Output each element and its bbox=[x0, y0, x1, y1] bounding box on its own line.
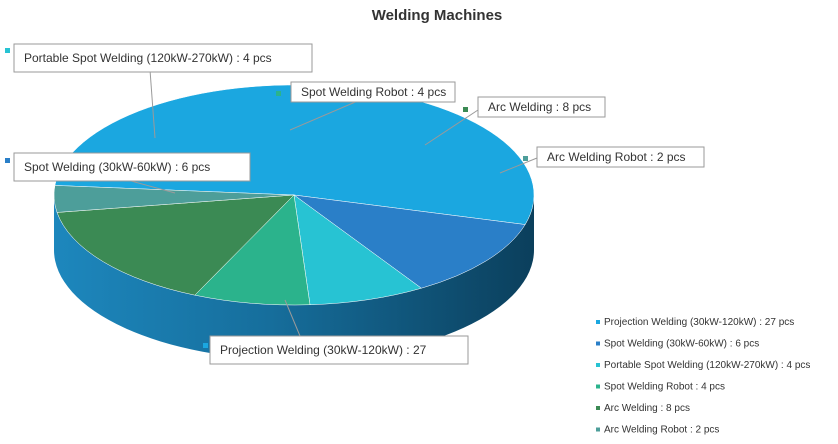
callout-label-spot-welding-robot: Spot Welding Robot : 4 pcs bbox=[301, 85, 446, 99]
callout-label-arc-welding: Arc Welding : 8 pcs bbox=[488, 100, 591, 114]
legend-marker-portable-spot-welding-120kw-270kw bbox=[596, 363, 600, 367]
callout-labels: Projection Welding (30kW-120kW) : 27 Spot… bbox=[5, 43, 705, 365]
callout-box-spot-welding-30kw-60kw bbox=[13, 152, 251, 182]
chart-title: Welding Machines bbox=[372, 7, 503, 24]
callout-box-spot-welding-robot bbox=[290, 81, 456, 103]
callout-box-arc-welding bbox=[477, 96, 606, 118]
callout-marker-arc-welding-robot bbox=[523, 156, 528, 161]
leader-line-arc-welding bbox=[424, 109, 479, 146]
callout-marker-portable-spot-welding-120kw-270kw bbox=[5, 48, 10, 53]
slice-spot-welding-robot[interactable] bbox=[194, 194, 311, 306]
legend-item-projection-welding-30kw-120kw[interactable]: Projection Welding (30kW-120kW) : 27 pcs bbox=[604, 317, 794, 328]
legend-marker-projection-welding-30kw-120kw bbox=[596, 320, 600, 324]
callout-marker-spot-welding-30kw-60kw bbox=[5, 158, 10, 163]
legend-marker-arc-welding bbox=[596, 406, 600, 410]
legend-marker-arc-welding-robot bbox=[596, 427, 600, 432]
legend-item-portable-spot-welding-120kw-270kw[interactable]: Portable Spot Welding (120kW-270kW) : 4 … bbox=[604, 360, 810, 371]
callout-label-portable-spot-welding-120kw-270kw: Portable Spot Welding (120kW-270kW) : 4 … bbox=[24, 51, 272, 65]
callout-box-portable-spot-welding-120kw-270kw bbox=[13, 43, 313, 73]
legend-item-spot-welding-robot[interactable]: Spot Welding Robot : 4 pcs bbox=[604, 382, 725, 393]
slice-arc-welding-robot[interactable] bbox=[53, 185, 295, 213]
slice-spot-welding-30kw-60kw[interactable] bbox=[293, 194, 526, 289]
leader-line-spot-welding-robot bbox=[289, 99, 361, 131]
leader-line-projection-welding-30kw-120kw bbox=[284, 299, 301, 337]
callout-marker-projection-welding-30kw-120kw bbox=[203, 343, 208, 348]
legend-item-arc-welding[interactable]: Arc Welding : 8 pcs bbox=[604, 403, 690, 414]
callout-marker-arc-welding bbox=[463, 107, 468, 112]
callout-label-arc-welding-robot: Arc Welding Robot : 2 pcs bbox=[547, 150, 686, 164]
callout-label-spot-welding-30kw-60kw: Spot Welding (30kW-60kW) : 6 pcs bbox=[24, 160, 210, 174]
leader-line-arc-welding-robot bbox=[499, 157, 538, 174]
legend-item-arc-welding-robot[interactable]: Arc Welding Robot : 2 pcs bbox=[604, 425, 719, 436]
callout-label-projection-welding-30kw-120kw: Projection Welding (30kW-120kW) : 27 bbox=[220, 343, 427, 357]
chart-legend: Projection Welding (30kW-120kW) : 27 pcs… bbox=[596, 317, 810, 436]
callout-marker-spot-welding-robot bbox=[276, 91, 281, 96]
legend-marker-spot-welding-robot bbox=[596, 384, 600, 389]
leader-line-portable-spot-welding-120kw-270kw bbox=[149, 69, 156, 139]
legend-item-spot-welding-30kw-60kw[interactable]: Spot Welding (30kW-60kW) : 6 pcs bbox=[604, 339, 759, 350]
pie-slices bbox=[53, 84, 535, 306]
legend-marker-spot-welding-30kw-60kw bbox=[596, 341, 600, 346]
slice-portable-spot-welding-120kw-270kw[interactable] bbox=[293, 194, 422, 306]
callout-box-projection-welding-30kw-120kw bbox=[209, 335, 469, 365]
slice-arc-welding[interactable] bbox=[56, 194, 295, 296]
slice-side-projection-welding bbox=[54, 195, 534, 360]
pie-side-wall bbox=[54, 195, 534, 360]
callout-box-arc-welding-robot bbox=[536, 146, 705, 168]
